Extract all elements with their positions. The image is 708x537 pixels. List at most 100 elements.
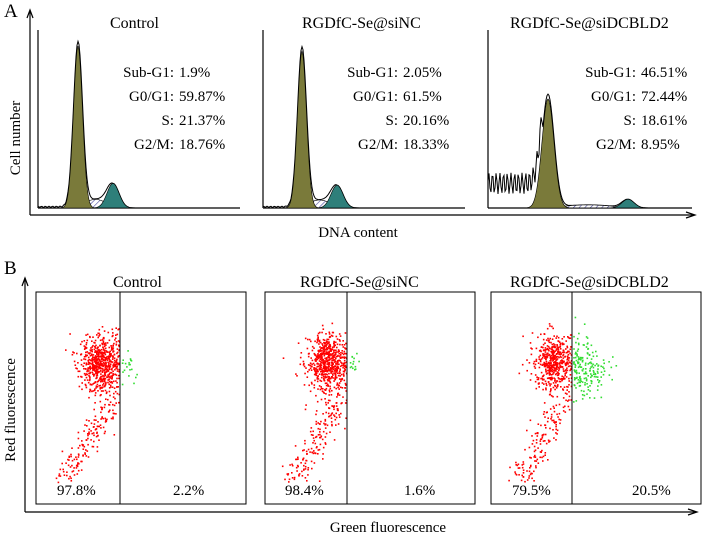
red-event bbox=[303, 365, 306, 368]
green-event bbox=[586, 337, 589, 339]
red-event bbox=[322, 371, 324, 373]
red-event bbox=[116, 363, 118, 366]
red-event bbox=[333, 368, 335, 371]
red-event bbox=[84, 347, 86, 349]
red-event bbox=[537, 377, 540, 379]
red-event bbox=[310, 460, 313, 463]
hist-control-subg1-value: 1.9% bbox=[179, 65, 210, 81]
panel-b-y-arrow bbox=[21, 276, 29, 287]
red-event bbox=[296, 458, 298, 461]
red-event bbox=[538, 358, 541, 360]
red-event bbox=[569, 374, 572, 376]
green-event bbox=[596, 370, 599, 373]
red-event bbox=[562, 357, 565, 359]
red-event bbox=[116, 352, 118, 355]
red-event bbox=[318, 448, 321, 451]
green-event bbox=[579, 379, 581, 382]
red-event bbox=[335, 402, 338, 404]
red-event bbox=[109, 356, 111, 358]
red-event bbox=[299, 363, 302, 366]
red-event bbox=[76, 367, 78, 370]
red-event bbox=[109, 394, 111, 397]
red-event bbox=[328, 376, 331, 378]
red-event bbox=[329, 348, 332, 351]
red-event bbox=[551, 368, 554, 371]
green-event bbox=[585, 379, 588, 382]
red-event bbox=[317, 427, 320, 430]
red-event bbox=[59, 475, 62, 477]
red-event bbox=[311, 349, 314, 352]
red-event bbox=[110, 346, 113, 349]
red-event bbox=[71, 459, 74, 462]
red-event bbox=[95, 372, 97, 374]
red-event bbox=[334, 377, 337, 379]
red-event bbox=[316, 356, 318, 359]
red-event bbox=[553, 362, 555, 364]
red-event bbox=[330, 421, 333, 423]
red-event bbox=[95, 428, 97, 430]
red-event bbox=[96, 366, 98, 368]
red-event bbox=[308, 369, 310, 371]
red-event bbox=[322, 453, 324, 455]
red-event bbox=[325, 382, 328, 384]
red-event bbox=[339, 375, 341, 377]
red-event bbox=[325, 344, 328, 346]
red-event bbox=[540, 424, 542, 427]
red-event bbox=[339, 365, 342, 368]
red-event bbox=[331, 376, 333, 378]
red-event bbox=[113, 412, 116, 415]
red-event bbox=[543, 365, 546, 368]
red-event bbox=[555, 337, 557, 339]
red-event bbox=[317, 354, 319, 357]
red-event bbox=[344, 347, 346, 349]
red-event bbox=[344, 352, 346, 355]
green-event bbox=[581, 357, 584, 359]
red-event bbox=[102, 346, 104, 348]
red-event bbox=[550, 374, 553, 376]
red-event bbox=[297, 342, 300, 344]
red-event bbox=[543, 333, 546, 335]
red-event bbox=[85, 384, 87, 387]
red-event bbox=[76, 464, 79, 466]
red-event bbox=[554, 388, 556, 391]
red-event bbox=[317, 365, 320, 368]
red-event bbox=[101, 357, 104, 360]
red-event bbox=[85, 347, 88, 349]
red-event bbox=[287, 474, 289, 476]
red-event bbox=[112, 409, 114, 412]
red-event bbox=[110, 371, 112, 374]
hist-control-g0g1-value: 59.87% bbox=[179, 89, 225, 105]
red-event bbox=[103, 349, 106, 351]
red-event bbox=[114, 390, 117, 393]
red-event bbox=[311, 451, 313, 454]
red-event bbox=[104, 367, 107, 369]
red-event bbox=[320, 376, 323, 379]
red-event bbox=[341, 352, 344, 354]
red-event bbox=[534, 449, 537, 451]
green-event bbox=[575, 371, 577, 373]
red-event bbox=[325, 432, 328, 435]
red-event bbox=[116, 348, 119, 350]
red-event bbox=[104, 389, 107, 392]
red-event bbox=[556, 363, 558, 366]
red-event bbox=[85, 355, 87, 358]
red-event bbox=[551, 353, 554, 356]
red-event bbox=[100, 357, 103, 360]
red-event bbox=[92, 365, 94, 368]
red-event bbox=[313, 364, 316, 366]
red-event bbox=[549, 427, 551, 430]
red-event bbox=[95, 387, 97, 389]
red-event bbox=[554, 368, 556, 370]
red-event bbox=[96, 358, 98, 361]
red-event bbox=[112, 351, 114, 353]
red-event bbox=[321, 390, 324, 392]
red-event bbox=[326, 338, 328, 341]
red-event bbox=[547, 340, 550, 342]
red-event bbox=[338, 372, 341, 375]
red-event bbox=[107, 365, 110, 367]
red-event bbox=[316, 334, 319, 337]
histogram-sinc: RGDfC-Se@siNC Sub-G1: 2.05% G0/G1: 61.5%… bbox=[262, 15, 465, 209]
red-event bbox=[328, 378, 330, 380]
red-event bbox=[337, 393, 339, 395]
red-event bbox=[107, 331, 110, 334]
